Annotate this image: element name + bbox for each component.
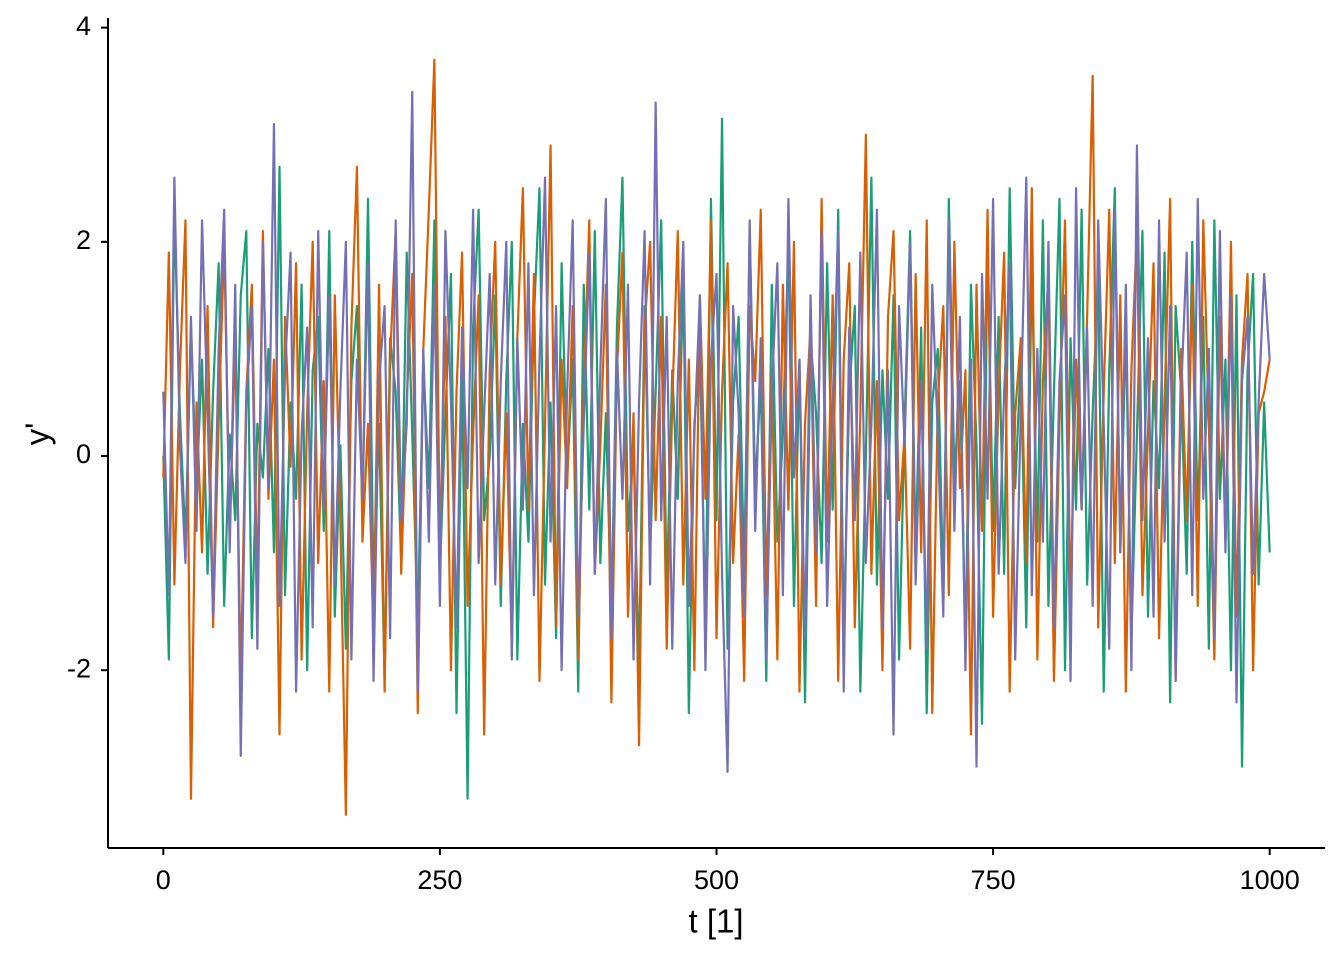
y-axis-title: y'	[19, 423, 56, 446]
x-tick-label: 250	[417, 865, 462, 895]
x-tick-label: 1000	[1240, 865, 1300, 895]
y-tick-label: -2	[67, 653, 91, 683]
y-tick-label: 4	[76, 11, 91, 41]
series-line	[162, 90, 1271, 774]
x-tick-label: 750	[971, 865, 1016, 895]
x-axis-title: t [1]	[688, 903, 743, 940]
y-tick-label: 0	[76, 439, 91, 469]
x-tick-label: 0	[156, 865, 171, 895]
x-tick-label: 500	[694, 865, 739, 895]
y-tick-label: 2	[76, 225, 91, 255]
